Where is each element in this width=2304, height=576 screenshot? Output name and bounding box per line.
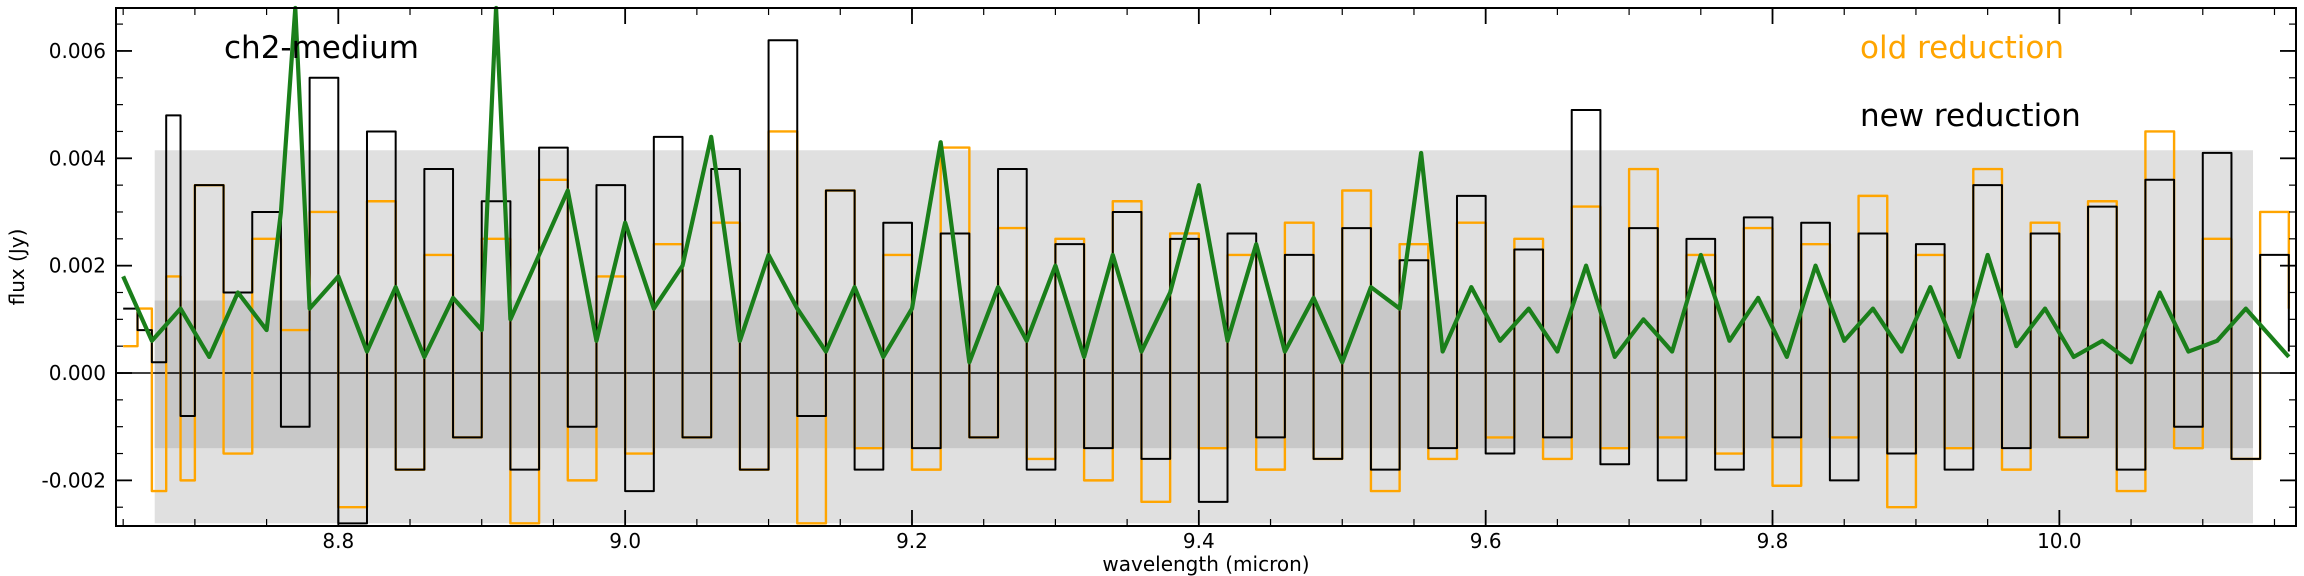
x-axis-label: wavelength (micron) <box>1102 552 1309 576</box>
x-tick-label: 9.8 <box>1757 529 1789 553</box>
series-line-model <box>121 5 2291 365</box>
y-tick-label: -0.002 <box>42 468 106 492</box>
x-tick-label: 8.8 <box>322 529 354 553</box>
y-tick-label: 0.006 <box>49 39 106 63</box>
x-tick-label: 9.2 <box>896 529 928 553</box>
y-tick-label: 0.000 <box>49 361 106 385</box>
y-axis-label: flux (Jy) <box>5 229 29 306</box>
x-tick-label: 10.0 <box>2037 529 2082 553</box>
channel-annotation: ch2-medium <box>224 30 419 66</box>
x-axis-ticks: 8.8 9.0 9.2 9.4 9.6 9.8 10.0 <box>122 8 2276 553</box>
series-lines <box>121 5 2291 525</box>
y-axis-ticks: -0.002 0.000 0.002 0.004 0.006 <box>42 23 2296 508</box>
plot-frame <box>115 7 2297 527</box>
y-tick-label: 0.004 <box>49 146 106 170</box>
legend-new-reduction: new reduction <box>1860 98 2081 134</box>
x-tick-label: 9.6 <box>1470 529 1502 553</box>
band-inner <box>154 300 2253 449</box>
x-tick-label: 9.4 <box>1183 529 1215 553</box>
series-line-new <box>123 39 2290 525</box>
y-tick-label: 0.002 <box>49 254 106 278</box>
legend-old-reduction: old reduction <box>1860 30 2064 66</box>
x-tick-label: 9.0 <box>609 529 641 553</box>
